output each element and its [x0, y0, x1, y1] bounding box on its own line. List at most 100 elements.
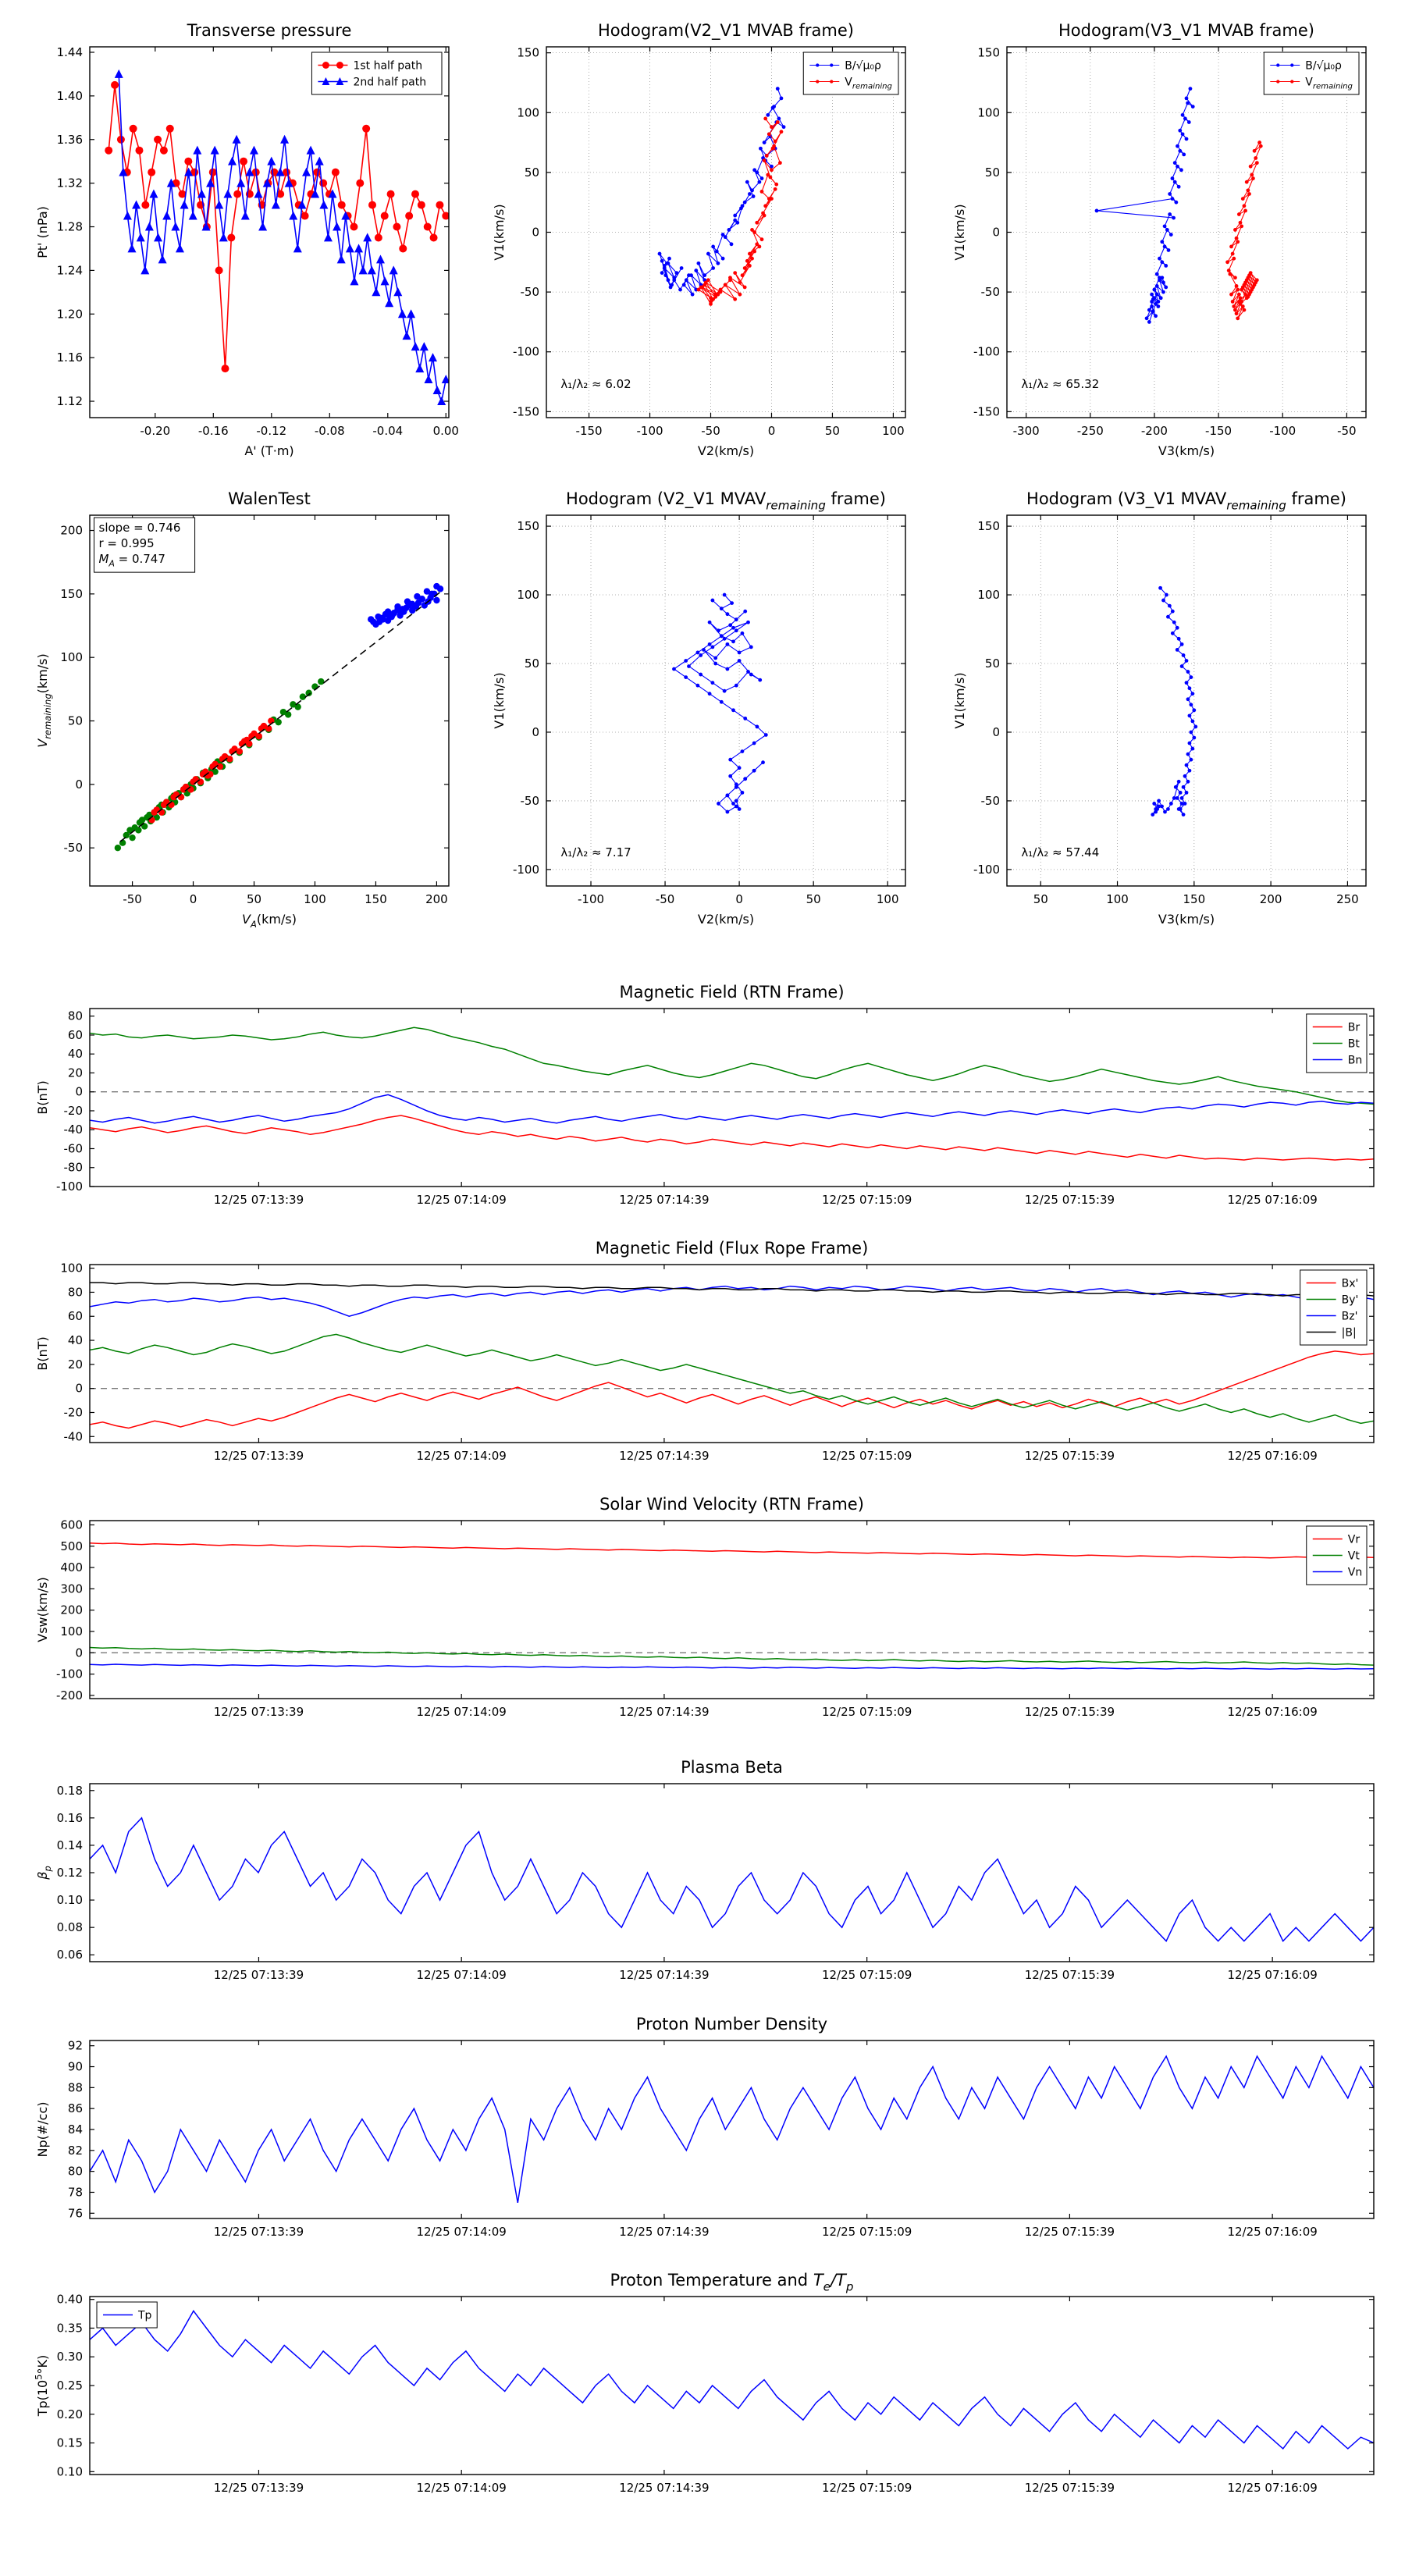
svg-text:0: 0	[532, 725, 539, 739]
svg-text:82: 82	[68, 2144, 83, 2158]
svg-text:60: 60	[68, 1309, 83, 1323]
beta-ylabel: βp	[35, 1866, 53, 1880]
svg-text:0.14: 0.14	[57, 1838, 83, 1852]
b_fr-series-2	[90, 1285, 1374, 1317]
np_density-svg: 12/25 07:13:39 12/25 07:14:09 12/25 07:14:…	[35, 2015, 1375, 2239]
hodo_v3v1_mvab-ylabel: V1(km/s)	[952, 204, 967, 260]
svg-text:-150: -150	[513, 404, 539, 418]
beta-series-0	[90, 1816, 1374, 1943]
axes-frame	[89, 1783, 1375, 1962]
svg-text:-150: -150	[576, 424, 603, 438]
hodo_v3v1_mvav-title: Hodogram (V3_V1 MVAVremaining frame)	[1026, 489, 1346, 512]
svg-text:150: 150	[365, 892, 387, 906]
vsw-ylabel: Vsw(km/s)	[35, 1577, 50, 1642]
chart-proton-temperature: 12/25 07:13:39 12/25 07:14:09 12/25 07:14:…	[27, 2264, 1385, 2514]
hodo_v2v1_mvab-ylabel: V1(km/s)	[492, 204, 507, 260]
chart-hodogram-v3v1-mvab: -300 -250 -200 -150 -100 -50 -150 -100 -50 0 50 100…	[941, 12, 1382, 464]
axes-frame	[89, 2296, 1375, 2475]
svg-text:Bn: Bn	[1348, 1055, 1362, 1067]
axes-frame	[89, 514, 450, 887]
walen-svg: -50 0 50 100 150 200 -50 0 50 100 150 200 WalenTest V…	[35, 489, 450, 930]
svg-text:-0.20: -0.20	[140, 424, 170, 438]
svg-text:600: 600	[60, 1517, 83, 1532]
hodo_v3v1_mvab-title: Hodogram(V3_V1 MVAB frame)	[1058, 21, 1314, 41]
svg-text:12/25 07:15:39: 12/25 07:15:39	[1025, 2481, 1115, 2495]
vsw-legend: Vr Vt Vn	[1306, 1525, 1368, 1585]
chart-hodogram-v2v1-mvab: -150 -100 -50 0 50 100 -150 -100 -50 0 50 100 150 Hod…	[480, 12, 921, 464]
svg-text:12/25 07:14:39: 12/25 07:14:39	[619, 1193, 709, 1207]
pressure-xlabel: A' (T·m)	[244, 443, 293, 458]
ticks	[90, 1521, 1374, 1699]
svg-text:12/25 07:14:39: 12/25 07:14:39	[619, 2481, 709, 2495]
hodo_v3v1_mvab-series-1	[1225, 141, 1263, 321]
svg-text:0: 0	[75, 1646, 83, 1660]
b_fr-series-0	[90, 1350, 1374, 1429]
hodo_v3v1_mvab-series-0	[1094, 87, 1195, 324]
series-group	[90, 1026, 1374, 1161]
svg-text:12/25 07:13:39: 12/25 07:13:39	[214, 2481, 304, 2495]
svg-text:12/25 07:15:39: 12/25 07:15:39	[1025, 1449, 1115, 1463]
svg-text:-50: -50	[1337, 424, 1357, 438]
chart-hodogram-v2v1-mvav: -100 -50 0 50 100 -100 -50 0 50 100 150 Hodogram (V…	[480, 480, 921, 933]
vsw-title: Solar Wind Velocity (RTN Frame)	[599, 1495, 864, 1514]
walen-annotation: r = 0.995	[99, 536, 155, 550]
walen-annotation: MA = 0.747	[99, 552, 165, 569]
svg-text:100: 100	[60, 1624, 83, 1638]
svg-text:Vremaining: Vremaining	[845, 76, 892, 91]
svg-text:12/25 07:14:39: 12/25 07:14:39	[619, 2225, 709, 2239]
walen-title: WalenTest	[228, 489, 311, 508]
svg-text:0: 0	[992, 226, 1000, 240]
walen-annotation-box	[94, 517, 196, 573]
hodo_v3v1_mvab-xlabel: V3(km/s)	[1158, 443, 1215, 458]
svg-text:100: 100	[882, 424, 905, 438]
svg-text:Bx': Bx'	[1342, 1278, 1359, 1290]
svg-text:100: 100	[304, 892, 326, 906]
svg-text:0.10: 0.10	[57, 2464, 83, 2478]
svg-text:200: 200	[60, 524, 83, 538]
svg-text:12/25 07:16:09: 12/25 07:16:09	[1227, 1193, 1317, 1207]
axes-frame	[89, 1264, 1375, 1443]
tp-legend: Tp	[96, 2301, 158, 2329]
svg-text:Vt: Vt	[1348, 1550, 1361, 1563]
tp-title: Proton Temperature and Te/Tp	[610, 2271, 854, 2293]
svg-text:50: 50	[985, 656, 1000, 671]
beta-svg: 12/25 07:13:39 12/25 07:14:09 12/25 07:14:…	[35, 1758, 1375, 1982]
svg-text:50: 50	[247, 892, 261, 906]
svg-text:-50: -50	[701, 424, 720, 438]
ticks	[90, 515, 449, 886]
grid	[546, 515, 905, 886]
svg-text:88: 88	[68, 2080, 83, 2094]
np_density-ylabel: Np(#/cc)	[35, 2102, 50, 2158]
ticks	[90, 1009, 1374, 1187]
hodo_v3v1_mvab-annotation: λ₁/λ₂ ≈ 65.32	[1021, 377, 1099, 391]
svg-text:B/√μ₀ρ: B/√μ₀ρ	[1305, 60, 1342, 73]
svg-text:86: 86	[68, 2101, 83, 2115]
svg-text:B/√μ₀ρ: B/√μ₀ρ	[845, 60, 881, 73]
svg-text:12/25 07:13:39: 12/25 07:13:39	[214, 2225, 304, 2239]
series-group	[90, 2055, 1374, 2204]
walen-annotation: slope = 0.746	[99, 521, 181, 535]
hodo_v3v1_mvav-annotation: λ₁/λ₂ ≈ 57.44	[1021, 845, 1099, 859]
svg-text:12/25 07:13:39: 12/25 07:13:39	[214, 1705, 304, 1719]
hodo_v2v1_mvab-legend: B/√μ₀ρ Vremaining	[802, 52, 899, 95]
svg-text:150: 150	[977, 46, 1000, 60]
svg-text:0.10: 0.10	[57, 1893, 83, 1907]
svg-text:100: 100	[60, 650, 83, 664]
svg-text:12/25 07:13:39: 12/25 07:13:39	[214, 1968, 304, 1982]
svg-text:Vn: Vn	[1348, 1567, 1362, 1579]
hodo_v2v1_mvav-series-0	[672, 592, 768, 814]
axes-frame	[89, 1008, 1375, 1187]
series-group	[114, 582, 444, 852]
svg-text:12/25 07:13:39: 12/25 07:13:39	[214, 1193, 304, 1207]
chart-proton-number-density: 12/25 07:13:39 12/25 07:14:09 12/25 07:14:…	[27, 2008, 1385, 2258]
grid	[1007, 47, 1366, 418]
hodo_v2v1_mvab-xlabel: V2(km/s)	[698, 443, 754, 458]
walen-ylabel: Vremaining(km/s)	[35, 653, 53, 747]
hodo_v3v1_mvav-ylabel: V1(km/s)	[952, 672, 967, 728]
svg-text:-100: -100	[973, 863, 1000, 877]
chart-magnetic-field-rtn: 12/25 07:13:39 12/25 07:14:09 12/25 07:14:…	[27, 976, 1385, 1226]
hodo_v2v1_mvab-title: Hodogram(V2_V1 MVAB frame)	[598, 21, 854, 41]
svg-text:By': By'	[1342, 1294, 1359, 1307]
b_fr-series-3	[90, 1282, 1374, 1297]
